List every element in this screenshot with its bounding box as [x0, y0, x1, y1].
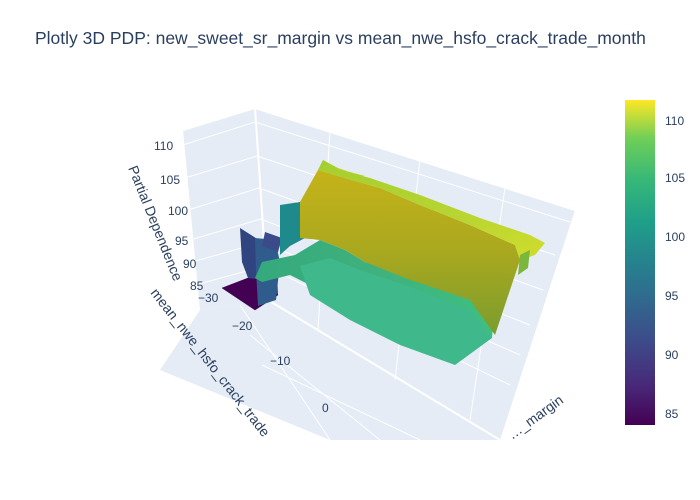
- z-axis-ticks: 110 105 100 95 90 85: [154, 139, 204, 293]
- x-tick-label: 0: [322, 401, 329, 415]
- colorbar-tick: 95: [665, 289, 679, 303]
- z-tick-label: 95: [175, 234, 189, 248]
- z-tick-label: 110: [154, 139, 173, 153]
- surface-riser-wall[interactable]: [300, 170, 520, 335]
- colorbar-tick: 105: [665, 171, 685, 185]
- x-axis-ticks: −30 −20 −10 0: [198, 291, 329, 415]
- z-tick-label: 105: [160, 173, 180, 187]
- chart-title: Plotly 3D PDP: new_sweet_sr_margin vs me…: [35, 28, 646, 48]
- x-tick-label: −20: [232, 319, 253, 333]
- z-tick-label: 100: [168, 204, 188, 218]
- colorbar-gradient: [625, 100, 655, 425]
- z-tick-label: 85: [190, 279, 204, 293]
- colorbar: 110 105 100 95 90 85: [625, 100, 685, 425]
- colorbar-tick: 110: [665, 114, 684, 128]
- y-axis-title: …_margin: [504, 392, 566, 443]
- surface[interactable]: [221, 160, 545, 365]
- surface-mid-riser[interactable]: [280, 202, 305, 255]
- x-tick-label: −30: [198, 291, 219, 305]
- x-tick-label: −10: [270, 354, 291, 368]
- colorbar-tick: 100: [665, 230, 685, 244]
- colorbar-tick: 85: [665, 407, 679, 421]
- surface-right-edge[interactable]: [518, 250, 530, 275]
- z-tick-label: 90: [183, 257, 197, 271]
- colorbar-tick: 90: [665, 348, 679, 362]
- surface-front-face[interactable]: [300, 258, 492, 365]
- surface-step-top[interactable]: [262, 232, 282, 252]
- surface-upper-plateau[interactable]: [318, 160, 545, 260]
